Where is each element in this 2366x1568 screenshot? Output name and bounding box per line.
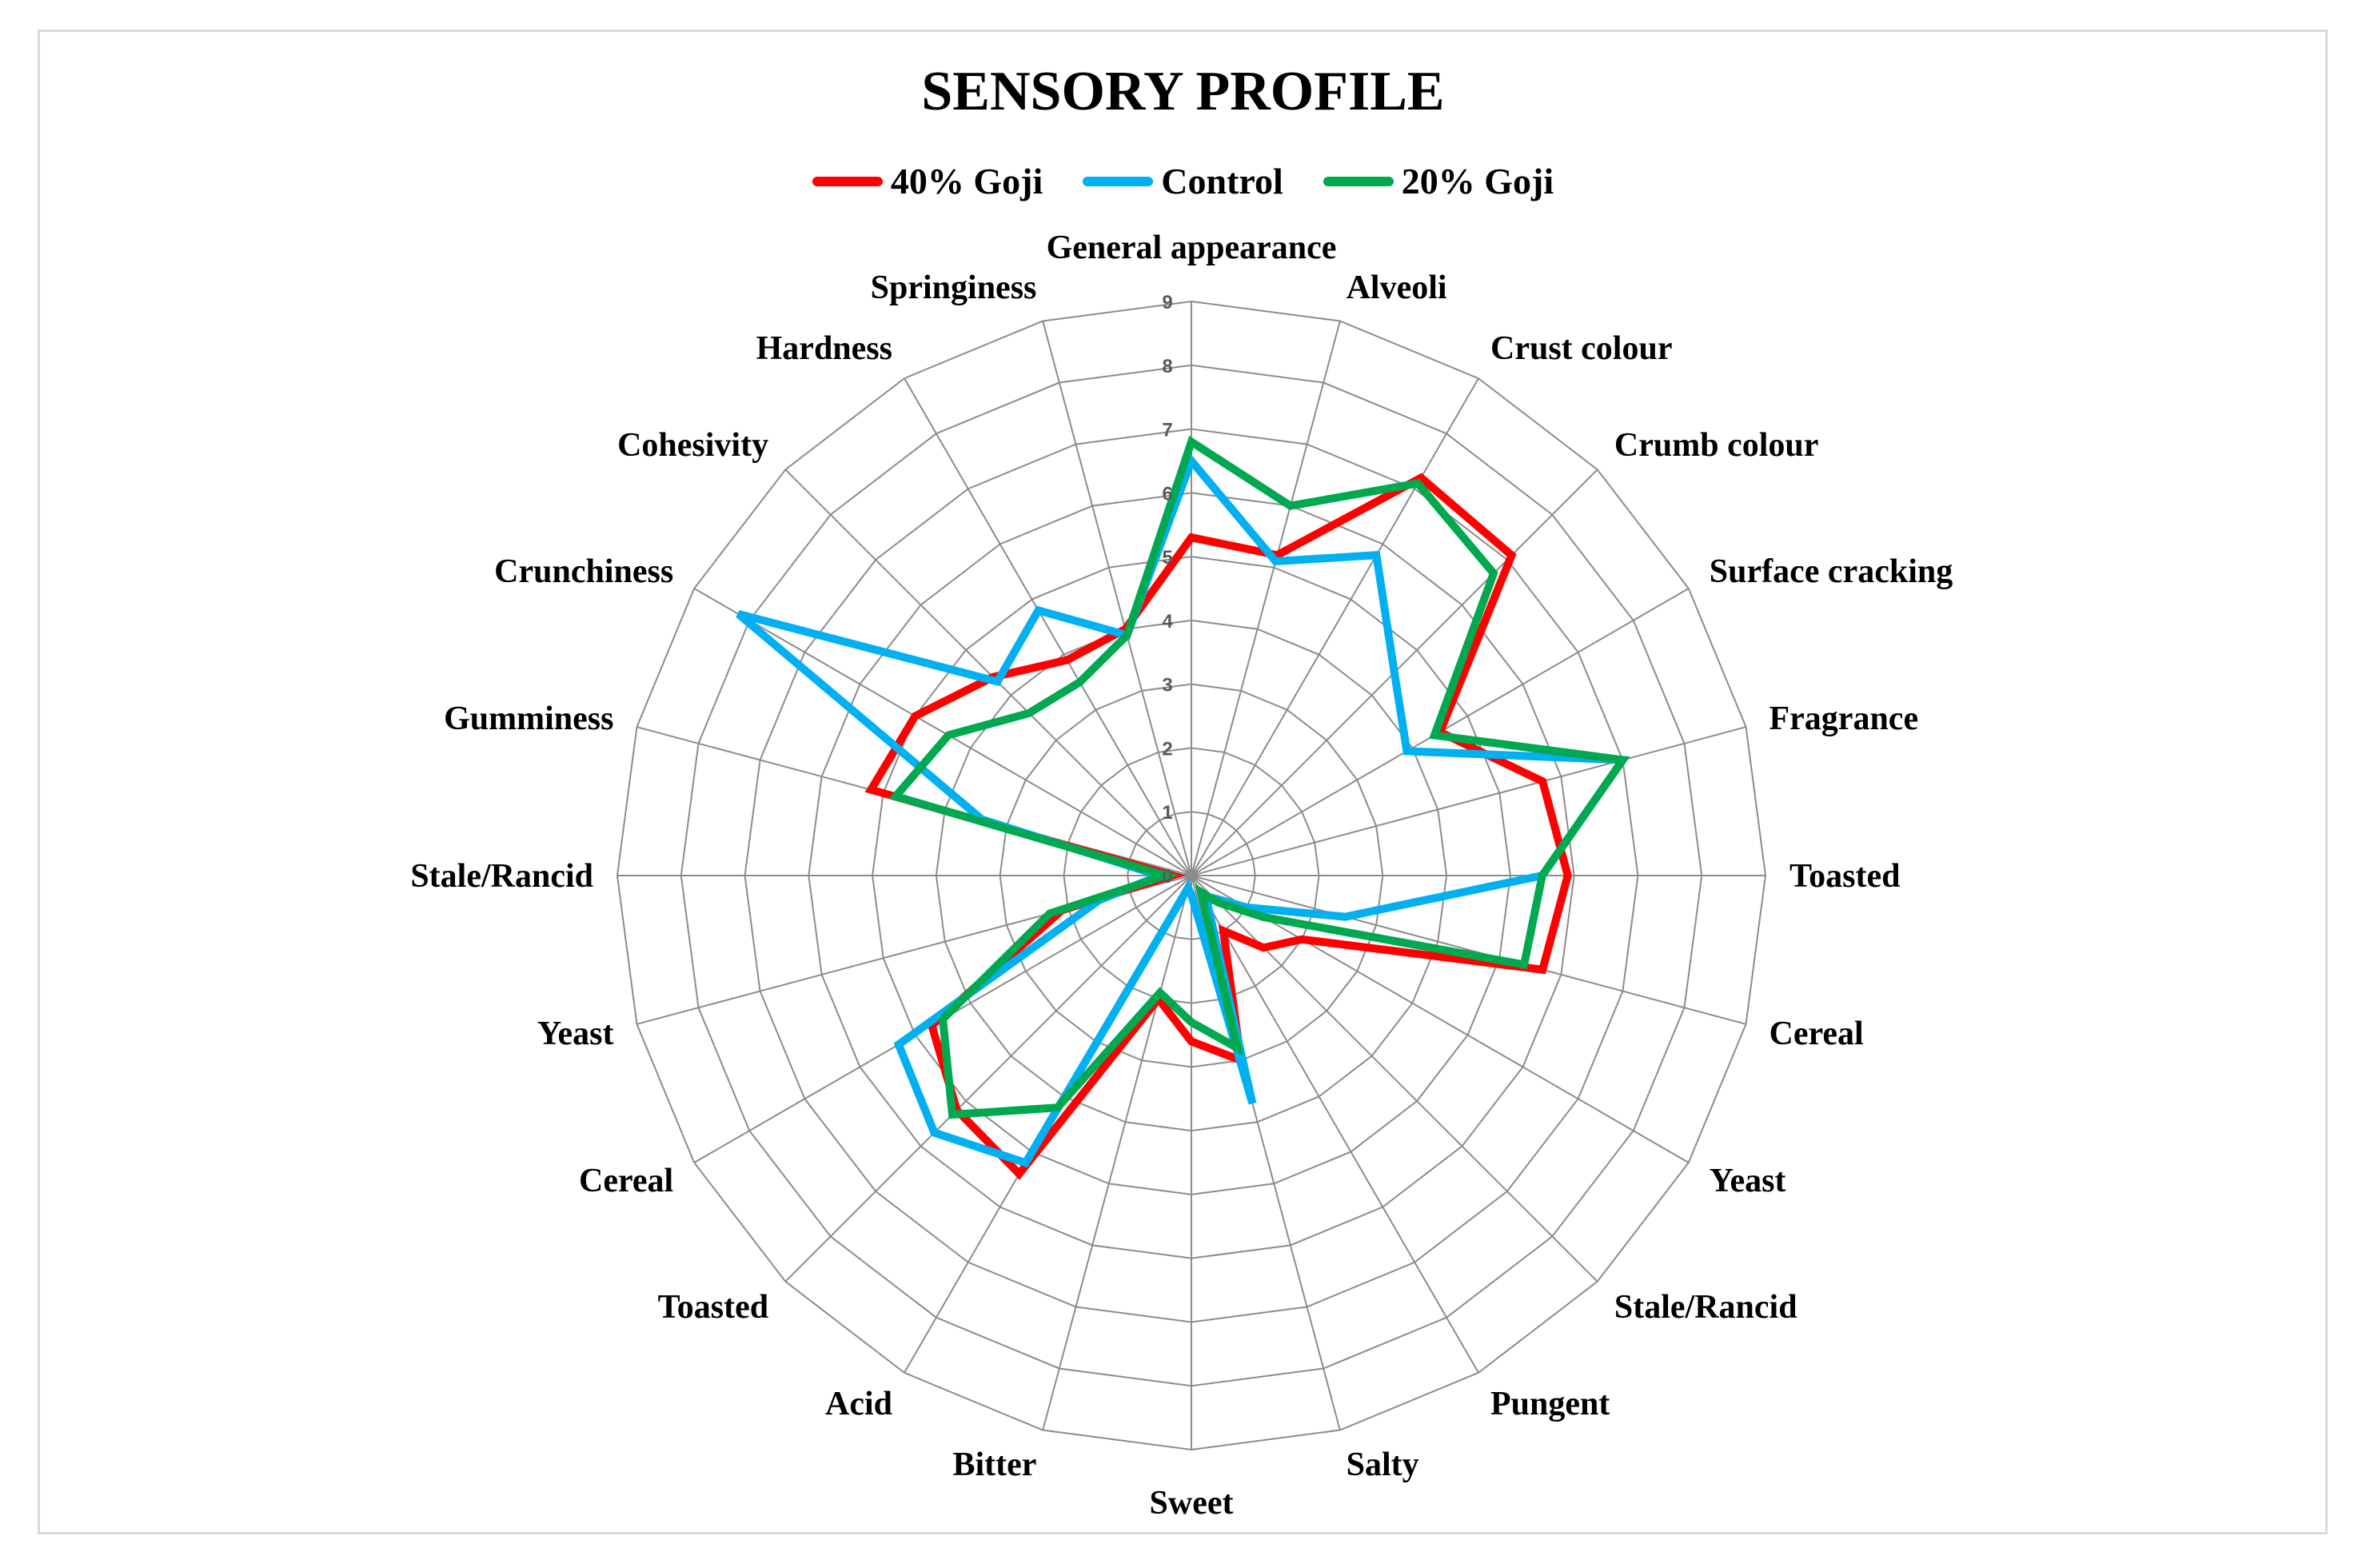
grid-spoke [784,469,1192,876]
axis-label: Fragrance [1770,700,1919,737]
legend-swatch [812,176,883,186]
tick-label: 4 [1162,611,1173,632]
grid-spoke [1042,875,1192,1430]
axis-label: Yeast [1710,1163,1786,1199]
tick-labels: 0 1 2 3 4 5 6 7 8 9 [1162,292,1173,888]
axis-label: Crunchiness [494,553,673,590]
axis-label: Springiness [871,269,1037,306]
axis-label: Gumminess [444,700,613,737]
grid-spoke [904,377,1192,876]
grid-spoke [1191,875,1479,1374]
legend-label: Control [1161,161,1283,201]
tick-label: 7 [1162,420,1172,441]
tick-label: 2 [1162,738,1172,760]
chart-frame [38,30,2328,1534]
tick-label: 6 [1162,483,1172,505]
axis-label: Cohesivity [617,427,768,464]
grid [616,300,1767,1451]
axis-label: Toasted [658,1289,769,1326]
axis-label: Crust colour [1490,330,1672,367]
axis-label: Pungent [1490,1386,1610,1422]
series-line [888,435,1630,1119]
legend-label: 20% Goji [1401,161,1554,201]
axis-label: Stale/Rancid [1614,1289,1797,1326]
tick-label: 1 [1162,802,1172,824]
legend-swatch [1323,176,1394,186]
axis-label: Salty [1347,1446,1419,1483]
axis-label: Bitter [952,1446,1036,1483]
axis-label: Cereal [579,1163,673,1199]
axis-label: Yeast [537,1015,614,1052]
axis-label: Alveoli [1347,269,1447,306]
series-layer [736,435,1630,1180]
axis-label: Cereal [1770,1015,1864,1052]
legend-swatch [1083,176,1154,186]
axis-label: Sweet [1150,1485,1234,1522]
legend: 40% Goji Control 20% Goji [0,160,2366,202]
tick-label: 8 [1162,356,1172,377]
grid-spoke [1191,726,1746,876]
axis-label: Acid [825,1386,892,1422]
grid-spoke [1191,875,1598,1283]
tick-label: 5 [1162,547,1172,569]
grid-spoke [693,588,1192,876]
grid-spoke [1191,377,1479,876]
legend-entry: 20% Goji [1323,160,1554,202]
axis-label: General appearance [1047,229,1337,266]
axis-label: Crumb colour [1614,427,1819,464]
series-line [736,453,1630,1168]
chart-title: SENSORY PROFILE [921,61,1445,122]
legend-entry: 40% Goji [812,160,1043,202]
grid-spoke [1191,321,1341,876]
axis-label: Toasted [1789,858,1901,895]
axis-label: Surface cracking [1710,553,1953,590]
grid-spoke [1042,321,1192,876]
grid-spoke [1191,875,1690,1163]
legend-entry: Control [1083,160,1283,202]
axis-label: Hardness [756,330,892,367]
axis-label: Stale/Rancid [410,858,593,895]
tick-label: 3 [1162,675,1172,696]
grid-spoke [1191,875,1746,1025]
axis-labels: General appearance Alveoli Crust colour Cru… [410,229,1953,1522]
tick-label: 9 [1162,292,1172,313]
tick-label: 0 [1162,866,1172,888]
grid-spoke [784,875,1192,1283]
legend-label: 40% Goji [890,161,1043,201]
